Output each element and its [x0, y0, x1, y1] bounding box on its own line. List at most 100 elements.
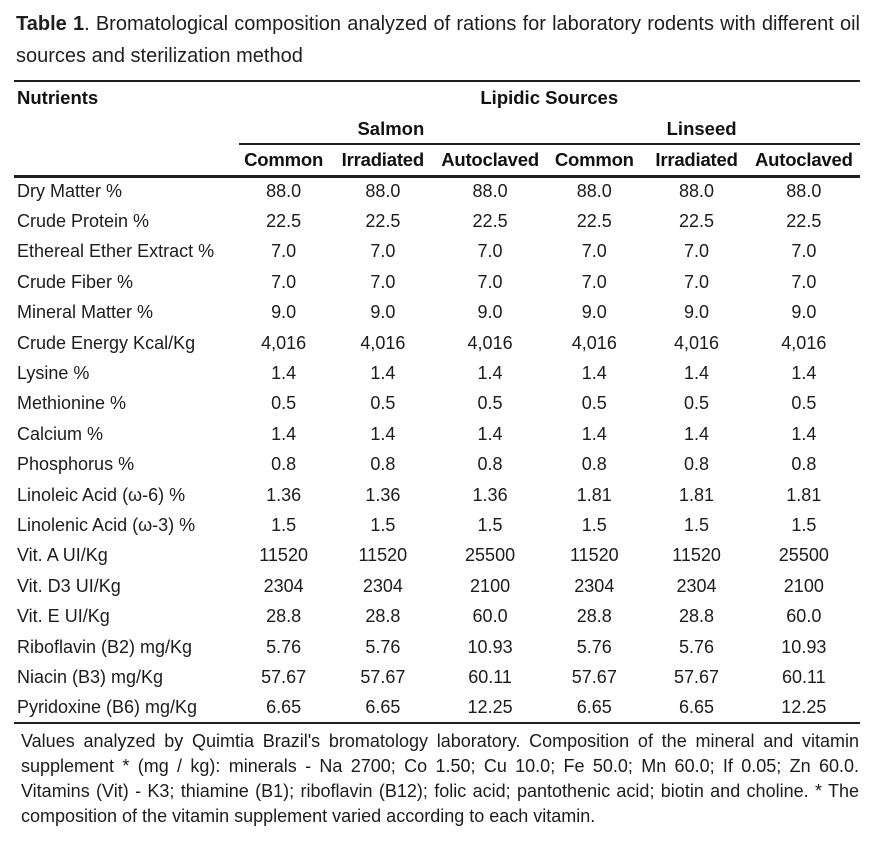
nutrient-value: 12.25 [436, 692, 544, 725]
nutrient-value: 25500 [778, 545, 829, 566]
table-row: Crude Protein % 22.5 22.5 22.5 22.5 22.5 22.5 [14, 206, 860, 236]
table-row: Vit. A UI/Kg 11520 11520 25500 11520 11520 255… [14, 541, 860, 571]
nutrient-label: Phosphorus % [17, 454, 135, 475]
nutrient-value: 57.67 [261, 666, 307, 687]
nutrient-value: 2304 [574, 575, 615, 596]
table-row: Methionine % 0.5 0.5 0.5 0.5 0.5 0.5 [14, 389, 860, 419]
nutrient-value: 9.0 [791, 302, 817, 323]
nutrient-value: 9.0 [581, 302, 607, 323]
nutrient-value: 1.4 [370, 363, 396, 384]
table-row: Niacin (B3) mg/Kg 57.67 57.67 60.11 57.67 57.… [14, 662, 860, 692]
nutrient-value: 1.5 [581, 514, 607, 535]
nutrient-value: 1.81 [576, 484, 612, 505]
nutrient-value: 1.5 [684, 514, 710, 535]
nutrient-value: 1.36 [472, 484, 508, 505]
nutrient-value: 0.8 [791, 454, 817, 475]
col-header-salmon-irradiated: Irradiated [328, 144, 437, 178]
nutrient-value: 6.65 [328, 692, 437, 725]
nutrient-value: 22.5 [576, 211, 612, 232]
nutrient-label: Pyridoxine (B6) mg/Kg [14, 692, 239, 725]
nutrient-value: 1.5 [477, 514, 503, 535]
table-row: Linoleic Acid (ω-6) % 1.36 1.36 1.36 1.81 1.8… [14, 480, 860, 510]
nutrient-value: 0.8 [370, 454, 396, 475]
nutrient-value: 4,016 [781, 332, 827, 353]
nutrient-value: 1.4 [581, 423, 607, 444]
nutrient-value: 7.0 [477, 241, 503, 262]
nutrient-label: Vit. D3 UI/Kg [17, 575, 121, 596]
nutrient-value: 7.0 [370, 241, 396, 262]
nutrient-value: 1.81 [786, 484, 822, 505]
nutrient-value: 0.5 [684, 393, 710, 414]
nutrient-value: 1.4 [271, 423, 297, 444]
nutrient-value: 7.0 [581, 241, 607, 262]
nutrient-value: 0.5 [791, 393, 817, 414]
nutrient-value: 1.4 [477, 423, 503, 444]
nutrient-value: 0.8 [477, 454, 503, 475]
header-spacer [14, 114, 239, 144]
nutrient-value: 0.5 [477, 393, 503, 414]
nutrient-value: 6.65 [238, 692, 329, 725]
nutrient-value: 1.4 [581, 363, 607, 384]
nutrient-label: Riboflavin (B2) mg/Kg [17, 636, 193, 657]
table-row: Lysine % 1.4 1.4 1.4 1.4 1.4 1.4 [14, 358, 860, 388]
header-row-methods: Common Irradiated Autoclaved Common Irra… [14, 144, 860, 178]
nutrient-value: 1.4 [271, 363, 297, 384]
nutrient-value: 22.5 [266, 211, 302, 232]
table-caption-label: Table 1 [16, 13, 85, 35]
table-body: Dry Matter % 88.0 88.0 88.0 88.0 88.0 88.0 Crud… [14, 176, 860, 725]
nutrient-value: 1.4 [370, 423, 396, 444]
nutrient-value: 0.8 [271, 454, 297, 475]
nutrient-value: 7.0 [581, 271, 607, 292]
nutrient-value: 7.0 [684, 271, 710, 292]
nutrient-value: 57.67 [360, 666, 406, 687]
header-spacer [14, 144, 239, 178]
nutrient-value: 11520 [672, 545, 721, 566]
table-footnote: Values analyzed by Quimtia Brazil's brom… [21, 731, 859, 827]
nutrient-value: 1.4 [477, 363, 503, 384]
nutrient-label: Crude Energy Kcal/Kg [17, 332, 196, 353]
col-header-linseed-common: Common [543, 144, 646, 178]
nutrient-label: Mineral Matter % [17, 302, 154, 323]
header-row-sources: Salmon Linseed [14, 114, 860, 145]
table-row: Pyridoxine (B6) mg/Kg 6.65 6.65 12.25 6.65 6.… [14, 692, 860, 725]
nutrient-value: 0.8 [684, 454, 710, 475]
table-header: Nutrients Lipidic Sources Salmon Linseed… [14, 81, 860, 178]
nutrient-label: Crude Fiber % [17, 271, 134, 292]
nutrient-value: 22.5 [365, 211, 401, 232]
nutrient-value: 22.5 [472, 211, 508, 232]
nutrient-label: Niacin (B3) mg/Kg [17, 666, 164, 687]
col-header-linseed-irradiated: Irradiated [645, 144, 748, 178]
nutrient-value: 88.0 [576, 181, 612, 202]
nutrient-value: 28.8 [266, 606, 302, 627]
nutrient-value: 11520 [259, 545, 308, 566]
table-caption-text: . Bromatological composition analyzed of… [16, 13, 860, 67]
col-header-salmon-common: Common [238, 144, 329, 178]
nutrient-value: 0.5 [370, 393, 396, 414]
nutrient-value: 7.0 [271, 271, 297, 292]
nutrient-value: 2304 [362, 575, 403, 596]
nutrient-value: 9.0 [684, 302, 710, 323]
nutrient-value: 60.11 [781, 666, 826, 687]
nutrient-value: 7.0 [477, 271, 503, 292]
nutrient-value: 1.81 [679, 484, 715, 505]
table-row: Crude Energy Kcal/Kg 4,016 4,016 4,016 4,016… [14, 328, 860, 358]
table-row: Crude Fiber % 7.0 7.0 7.0 7.0 7.0 7.0 [14, 267, 860, 297]
nutrient-value: 5.76 [576, 636, 612, 657]
table-row: Riboflavin (B2) mg/Kg 5.76 5.76 10.93 5.76 5.… [14, 632, 860, 662]
nutrient-label: Dry Matter % [17, 181, 123, 202]
nutrient-value: 28.8 [679, 606, 715, 627]
nutrient-value: 5.76 [266, 636, 302, 657]
col-header-linseed: Linseed [543, 114, 860, 145]
nutrient-value: 4,016 [261, 332, 307, 353]
nutrient-value: 88.0 [365, 181, 401, 202]
nutrient-label: Linoleic Acid (ω-6) % [17, 484, 186, 505]
col-header-salmon-autoclaved: Autoclaved [436, 144, 544, 178]
nutrient-value: 11520 [569, 545, 619, 566]
nutrient-value: 7.0 [791, 241, 817, 262]
nutrient-value: 88.0 [679, 181, 715, 202]
nutrient-label: Methionine % [17, 393, 127, 414]
nutrient-value: 2304 [263, 575, 304, 596]
col-header-nutrients: Nutrients [17, 87, 99, 108]
nutrient-value: 9.0 [370, 302, 396, 323]
